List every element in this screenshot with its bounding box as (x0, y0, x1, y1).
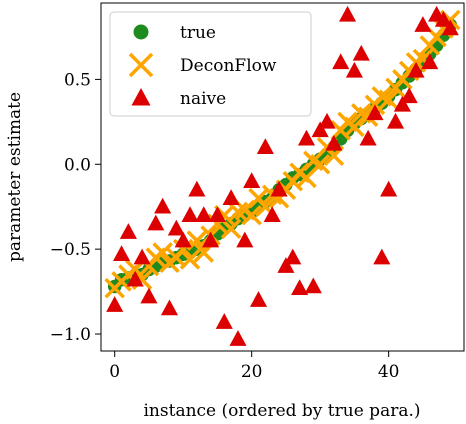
data-point-naive (332, 53, 350, 70)
x-tick-label: 40 (378, 362, 400, 382)
data-point-naive (434, 10, 453, 27)
data-point-naive (352, 44, 370, 61)
y-tick-label: 0.5 (64, 70, 91, 90)
data-point-naive (297, 129, 316, 146)
data-point-naive (208, 206, 226, 222)
data-point-naive (188, 180, 206, 197)
y-tick-label: −0.5 (50, 240, 91, 260)
data-point-naive (386, 112, 405, 129)
data-point-naive (414, 16, 432, 32)
data-point-naive (133, 248, 151, 265)
legend: true DeconFlow naive (109, 11, 312, 117)
data-point-deconflow (241, 204, 262, 226)
data-point-naive (263, 206, 281, 222)
data-point-naive (318, 112, 336, 129)
legend-label-true: true (180, 23, 216, 43)
data-point-naive (249, 291, 268, 307)
data-point-naive (407, 61, 425, 78)
data-point-naive (147, 214, 165, 231)
data-point-deconflow (309, 154, 331, 175)
data-point-naive (181, 206, 199, 222)
data-point-naive (366, 104, 384, 121)
data-point-deconflow (378, 89, 399, 110)
legend-label-naive: naive (180, 89, 226, 109)
data-point-naive (229, 330, 247, 346)
data-point-naive (126, 270, 144, 287)
data-point-naive (243, 172, 261, 188)
data-point-naive (119, 223, 137, 239)
data-point-naive (373, 248, 391, 265)
x-axis-label: instance (ordered by true para.) (144, 401, 421, 421)
data-point-naive (345, 61, 363, 78)
data-point-naive (195, 206, 213, 222)
data-point-naive (174, 231, 192, 248)
ticks-group: 0 20 40 −1.0 −0.5 0.0 0.5 (50, 70, 400, 382)
data-point-naive (112, 245, 131, 261)
plot-frame (100, 2, 465, 352)
x-tick-label: 20 (241, 362, 263, 382)
data-point-naive (106, 296, 124, 312)
data-point-naive (393, 95, 411, 112)
data-point-naive (311, 121, 329, 138)
data-point-naive (154, 197, 172, 214)
data-point-naive (325, 134, 343, 151)
data-point-naive (291, 279, 309, 295)
data-point-naive (441, 19, 459, 36)
data-point-naive (359, 129, 377, 146)
data-point-naive (284, 248, 302, 265)
data-point-deconflow (152, 242, 173, 263)
data-point-naive (202, 231, 220, 248)
data-point-naive (400, 87, 418, 104)
legend-label-deconflow: DeconFlow (180, 56, 277, 76)
data-point-naive (270, 180, 288, 197)
data-point-deconflow (179, 249, 201, 270)
data-point-naive (222, 189, 240, 205)
y-tick-label: −1.0 (50, 325, 91, 345)
series-naive (106, 5, 459, 346)
data-point-naive (215, 313, 233, 329)
data-point-true (133, 24, 149, 40)
data-point-naive (140, 287, 158, 304)
data-point-naive (277, 257, 295, 273)
data-point-naive (256, 138, 274, 155)
data-point-naive (421, 53, 439, 70)
x-tick-label: 0 (109, 362, 120, 382)
data-point-naive (167, 219, 185, 236)
data-point-naive (339, 5, 357, 22)
plot-area (104, 5, 461, 346)
y-axis-label: parameter estimate (5, 92, 25, 262)
data-point-deconflow (128, 52, 154, 78)
data-point-deconflow (344, 116, 365, 138)
data-point-naive (160, 299, 179, 316)
data-point-deconflow (220, 218, 242, 240)
legend-box (109, 11, 312, 117)
data-point-naive (380, 180, 398, 197)
data-point-naive (131, 88, 151, 106)
data-point-naive (236, 231, 254, 248)
data-point-naive (304, 277, 322, 294)
y-tick-label: 0.0 (64, 155, 91, 175)
data-marks (104, 5, 461, 346)
